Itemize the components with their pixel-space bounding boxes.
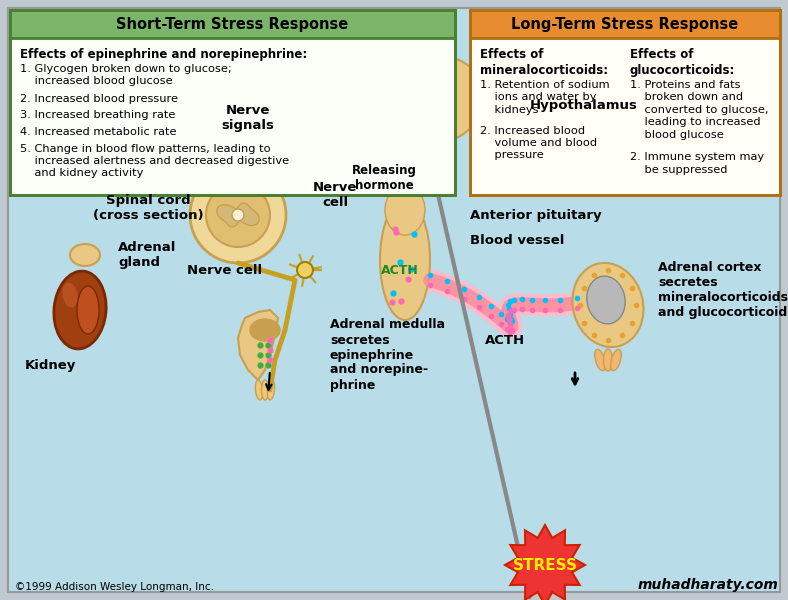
Text: Adrenal cortex
secretes
mineralocorticoids
and glucocorticoids: Adrenal cortex secretes mineralocorticoi… xyxy=(658,261,788,319)
Polygon shape xyxy=(217,203,259,227)
Text: Effects of epinephrine and norepinephrine:: Effects of epinephrine and norepinephrin… xyxy=(20,48,307,61)
Text: ©1999 Addison Wesley Longman, Inc.: ©1999 Addison Wesley Longman, Inc. xyxy=(15,582,214,592)
Circle shape xyxy=(349,146,367,164)
Circle shape xyxy=(206,183,270,247)
Text: Blood vessel: Blood vessel xyxy=(470,233,564,247)
Text: 1. Glycogen broken down to glucose;
    increased blood glucose: 1. Glycogen broken down to glucose; incr… xyxy=(20,64,232,86)
Text: Anterior pituitary: Anterior pituitary xyxy=(470,208,601,221)
Text: 3. Increased breathing rate: 3. Increased breathing rate xyxy=(20,110,176,121)
Text: Nerve cell: Nerve cell xyxy=(187,263,262,277)
Text: STRESS: STRESS xyxy=(512,557,578,572)
Text: Adrenal medulla
secretes
epinephrine
and norepine-
phrine: Adrenal medulla secretes epinephrine and… xyxy=(330,319,445,391)
Text: muhadharaty.com: muhadharaty.com xyxy=(637,578,778,592)
Text: Nerve
cell: Nerve cell xyxy=(313,181,357,209)
Ellipse shape xyxy=(611,349,621,371)
Text: Nerve
signals: Nerve signals xyxy=(221,104,274,132)
Bar xyxy=(10,10,455,195)
Bar xyxy=(470,38,780,195)
Text: Hypothalamus: Hypothalamus xyxy=(530,98,637,112)
Text: Adrenal
gland: Adrenal gland xyxy=(118,241,177,269)
Ellipse shape xyxy=(262,380,269,400)
Text: Kidney: Kidney xyxy=(24,358,76,371)
Text: Effects of
mineralocorticoids:: Effects of mineralocorticoids: xyxy=(480,48,608,77)
Text: 2. Immune system may
    be suppressed: 2. Immune system may be suppressed xyxy=(630,152,764,175)
Ellipse shape xyxy=(255,380,262,400)
Circle shape xyxy=(232,209,244,221)
Ellipse shape xyxy=(70,244,100,266)
Polygon shape xyxy=(238,310,278,380)
Text: 2. Increased blood
    volume and blood
    pressure: 2. Increased blood volume and blood pres… xyxy=(480,125,597,160)
Text: Short-Term Stress Response: Short-Term Stress Response xyxy=(117,16,348,31)
Ellipse shape xyxy=(377,118,433,193)
Bar xyxy=(470,10,780,38)
Ellipse shape xyxy=(572,263,644,347)
Ellipse shape xyxy=(375,55,485,145)
Bar xyxy=(10,38,455,195)
Ellipse shape xyxy=(595,349,605,371)
Ellipse shape xyxy=(380,105,450,155)
Ellipse shape xyxy=(77,286,99,334)
Text: 5. Change in blood flow patterns, leading to
    increased alertness and decreas: 5. Change in blood flow patterns, leadin… xyxy=(20,143,289,178)
Ellipse shape xyxy=(587,276,625,324)
Text: 4. Increased metabolic rate: 4. Increased metabolic rate xyxy=(20,127,177,137)
Bar xyxy=(10,10,455,38)
Text: ACTH: ACTH xyxy=(485,334,525,346)
Text: Spinal cord
(cross section): Spinal cord (cross section) xyxy=(93,194,203,222)
Text: Effects of
glucocorticoids:: Effects of glucocorticoids: xyxy=(630,48,735,77)
Text: ACTH: ACTH xyxy=(381,263,419,277)
Circle shape xyxy=(190,167,286,263)
Ellipse shape xyxy=(604,349,612,371)
Ellipse shape xyxy=(267,380,275,400)
Ellipse shape xyxy=(385,185,425,235)
Bar xyxy=(470,10,780,195)
Polygon shape xyxy=(505,525,585,600)
Text: 2. Increased blood pressure: 2. Increased blood pressure xyxy=(20,94,178,104)
Ellipse shape xyxy=(62,283,78,307)
Text: 1. Proteins and fats
    broken down and
    converted to glucose,
    leading t: 1. Proteins and fats broken down and con… xyxy=(630,80,768,140)
Ellipse shape xyxy=(250,319,280,341)
Circle shape xyxy=(297,262,313,278)
Text: 1. Retention of sodium
    ions and water by
    kidneys: 1. Retention of sodium ions and water by… xyxy=(480,80,610,115)
Text: Long-Term Stress Response: Long-Term Stress Response xyxy=(511,16,738,31)
Text: Releasing
hormone: Releasing hormone xyxy=(351,164,416,192)
Ellipse shape xyxy=(380,200,430,320)
Ellipse shape xyxy=(54,271,106,349)
